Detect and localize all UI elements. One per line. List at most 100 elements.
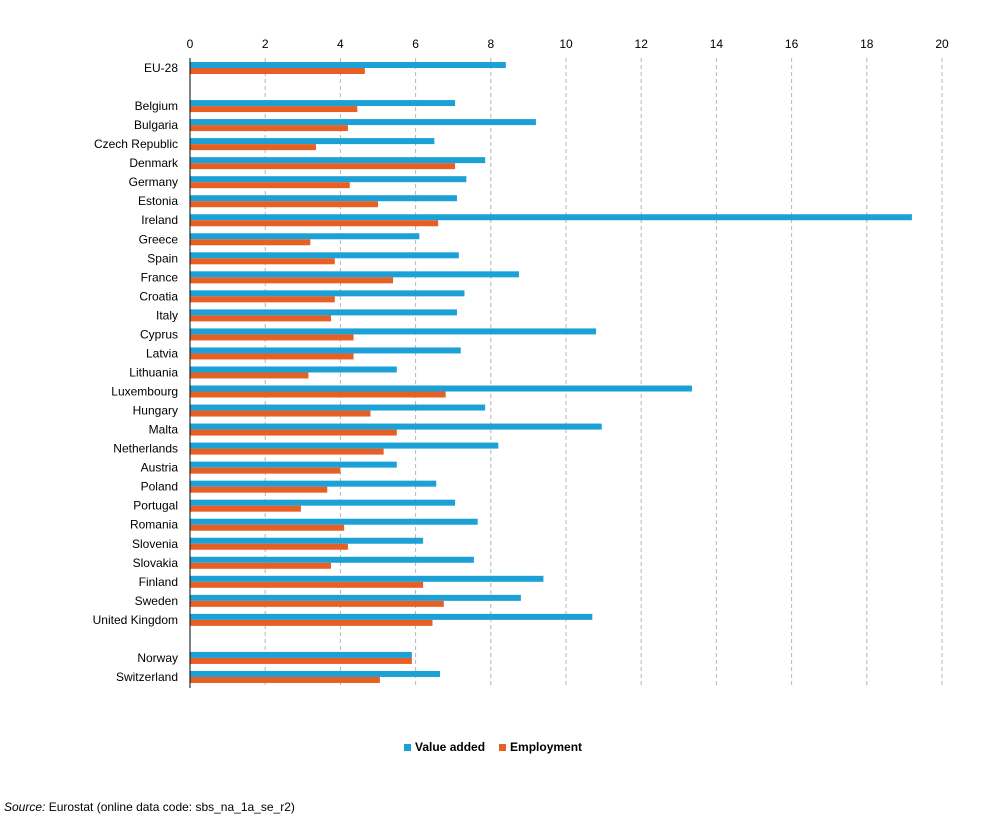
x-tick-label: 2: [262, 37, 269, 51]
category-label: Ireland: [141, 213, 178, 227]
bar-employment: [190, 429, 397, 436]
bar-employment: [190, 505, 301, 512]
category-label: Portugal: [133, 499, 178, 513]
bar-employment: [190, 220, 439, 227]
bar-employment: [190, 391, 446, 398]
bar-value-added: [190, 404, 486, 411]
gridlines: [264, 58, 943, 688]
bar-value-added: [190, 461, 397, 468]
bar-employment: [190, 258, 335, 265]
category-label: Estonia: [138, 194, 178, 208]
bar-employment: [190, 657, 412, 664]
category-label: Denmark: [129, 156, 179, 170]
bar-employment: [190, 68, 365, 74]
category-label: Lithuania: [129, 365, 178, 379]
category-label: Switzerland: [116, 670, 178, 684]
bar-employment: [190, 277, 394, 284]
legend-item-employment: Employment: [499, 740, 582, 754]
category-label: Spain: [147, 251, 178, 265]
bar-employment: [190, 106, 358, 113]
bar-value-added: [190, 176, 467, 183]
bar-value-added: [190, 423, 602, 430]
x-tick-label: 6: [412, 37, 419, 51]
category-labels: EU-28 Belgium Bulgaria Czech Republic Denmar…: [93, 61, 179, 684]
bars: [190, 62, 912, 683]
bar-value-added: [190, 499, 456, 506]
bar-employment: [190, 543, 348, 550]
category-label: Romania: [130, 518, 178, 532]
x-tick-label: 8: [487, 37, 494, 51]
bar-employment: [190, 524, 345, 531]
legend-label-value-added: Value added: [415, 740, 486, 754]
bar-employment: [190, 125, 348, 132]
bar-employment: [190, 486, 328, 493]
category-label: Netherlands: [113, 442, 178, 456]
x-tick-label: 0: [187, 37, 194, 51]
bar-value-added: [190, 594, 521, 601]
bar-value-added: [190, 670, 441, 677]
x-tick-label: 18: [860, 37, 874, 51]
bar-value-added: [190, 62, 506, 68]
category-label: Malta: [149, 423, 179, 437]
bar-employment: [190, 296, 335, 303]
bar-value-added: [190, 366, 397, 373]
category-label: Bulgaria: [134, 118, 178, 132]
bar-value-added: [190, 271, 519, 278]
bar-employment: [190, 676, 380, 683]
bar-value-added: [190, 480, 437, 487]
bar-value-added: [190, 252, 459, 259]
legend-label-employment: Employment: [510, 740, 583, 754]
x-tick-label: 12: [635, 37, 649, 51]
bar-employment: [190, 448, 384, 455]
legend-swatch-value-added: [404, 743, 411, 751]
bar-value-added: [190, 651, 412, 658]
category-label: Finland: [139, 575, 178, 589]
x-axis-ticks: 0 2 4 6 8 10 12 14 16 18 20: [187, 37, 949, 51]
category-label: Cyprus: [140, 327, 178, 341]
bar-employment: [190, 163, 456, 170]
bar-value-added: [190, 518, 478, 525]
bar-value-added: [190, 347, 461, 354]
bar-value-added: [190, 233, 420, 240]
category-label: United Kingdom: [93, 613, 178, 627]
bar-employment: [190, 239, 311, 246]
x-tick-label: 16: [785, 37, 799, 51]
x-tick-label: 20: [935, 37, 949, 51]
bar-employment: [190, 581, 424, 588]
category-label: Poland: [141, 480, 178, 494]
category-label: France: [141, 270, 179, 284]
bar-value-added: [190, 556, 474, 563]
bar-value-added: [190, 290, 465, 297]
bar-value-added: [190, 119, 536, 126]
bar-employment: [190, 467, 341, 474]
category-label: Norway: [137, 651, 178, 665]
bar-employment: [190, 353, 354, 360]
bar-employment: [190, 201, 378, 208]
category-label: Croatia: [139, 289, 178, 303]
source-note: Source: Eurostat (online data code: sbs_…: [4, 800, 295, 814]
x-tick-label: 14: [710, 37, 724, 51]
legend-swatch-employment: [499, 743, 507, 751]
x-tick-label: 10: [559, 37, 573, 51]
bar-employment: [190, 315, 331, 322]
bar-value-added: [190, 537, 424, 544]
legend: Value added Employment: [404, 740, 582, 754]
x-tick-label: 4: [337, 37, 344, 51]
bar-value-added: [190, 100, 456, 107]
category-label: Sweden: [135, 594, 178, 608]
category-label: Slovenia: [132, 537, 178, 551]
category-label: Belgium: [135, 99, 178, 113]
bar-value-added: [190, 575, 544, 582]
bar-value-added: [190, 195, 457, 202]
bar-employment: [190, 144, 316, 151]
category-label: Czech Republic: [94, 137, 178, 151]
bar-employment: [190, 562, 331, 569]
category-label: Hungary: [133, 404, 178, 418]
bar-value-added: [190, 138, 435, 145]
bar-value-added: [190, 442, 499, 449]
bar-employment: [190, 182, 350, 189]
legend-item-value-added: Value added: [404, 740, 485, 754]
category-label: Greece: [139, 232, 179, 246]
category-label: EU-28: [144, 61, 178, 75]
